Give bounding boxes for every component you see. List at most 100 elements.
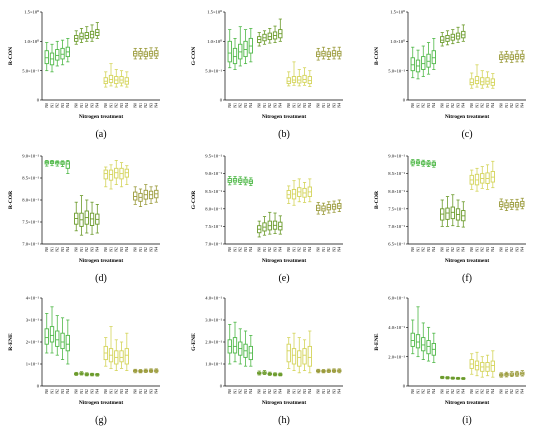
box-iqr — [286, 77, 291, 85]
box-n4 — [431, 160, 436, 168]
x-tick-label: N1 — [505, 103, 509, 108]
x-tick-label: N2 — [451, 103, 455, 108]
box-n1 — [138, 188, 143, 208]
x-tick-label: N2 — [298, 389, 302, 394]
box-n0 — [499, 51, 504, 63]
box-n1 — [474, 351, 480, 377]
x-tick-label: N0 — [45, 103, 49, 108]
x-axis-label: Nitrogen treatment — [79, 400, 123, 406]
x-tick-label: N2 — [510, 389, 514, 394]
box-n4 — [490, 350, 495, 378]
box-n1 — [445, 196, 450, 227]
x-tick-label: N3 — [244, 103, 248, 108]
x-tick-label: N4 — [338, 247, 342, 252]
box-n0 — [316, 202, 321, 215]
x-tick-label: N2 — [239, 389, 243, 394]
box-n2 — [84, 26, 89, 42]
box-n1 — [321, 369, 326, 374]
panel-e: 7.0×10⁻¹ 7.5×10⁻¹ 8.0×10⁻¹ 8.5×10⁻¹ 9.0×10⁻¹… — [191, 154, 343, 284]
x-tick-label: N3 — [273, 389, 277, 394]
y-tick-label: 2.0×10⁻¹ — [388, 354, 405, 359]
box-iqr — [79, 32, 84, 40]
y-tick-label: 1.5×10⁰ — [390, 10, 405, 15]
x-tick-label: N0 — [134, 389, 138, 394]
box-n3 — [485, 354, 490, 377]
x-tick-label: N2 — [327, 247, 331, 252]
box-n4 — [95, 22, 100, 39]
y-tick-label: 9.0×10⁻¹ — [22, 154, 39, 159]
x-tick-label: N2 — [144, 103, 148, 108]
x-tick-label: N3 — [273, 247, 277, 252]
box-n1 — [262, 30, 267, 45]
x-tick-label: N1 — [475, 103, 479, 108]
y-tick-label: 0 — [403, 384, 406, 389]
box-n4 — [490, 160, 495, 189]
x-tick-label: N1 — [109, 389, 113, 394]
x-tick-label: N0 — [75, 389, 79, 394]
x-tick-label: N1 — [263, 389, 267, 394]
box-n3 — [302, 67, 307, 86]
box-n2 — [267, 28, 272, 44]
panel-d: 7.0×10⁻¹ 7.5×10⁻¹ 8.0×10⁻¹ 8.5×10⁻¹ 9.0×10⁻¹… — [8, 154, 160, 284]
x-tick-label: N4 — [66, 389, 70, 394]
box-n1 — [291, 332, 297, 372]
x-tick-label: N4 — [462, 103, 466, 108]
box-iqr — [415, 334, 421, 349]
x-tick-label: N0 — [500, 247, 504, 252]
box-n1 — [474, 167, 480, 192]
x-tick-label: N1 — [80, 247, 84, 252]
box-n0 — [103, 166, 108, 188]
box-n4 — [278, 215, 283, 235]
x-tick-label: N1 — [50, 389, 54, 394]
x-tick-label: N0 — [228, 247, 232, 252]
x-tick-label: N1 — [109, 103, 113, 108]
box-n2 — [326, 368, 331, 373]
x-tick-label: N2 — [298, 247, 302, 252]
box-n2 — [267, 211, 272, 235]
box-n1 — [291, 180, 297, 206]
box-n0 — [286, 185, 291, 204]
x-tick-label: N0 — [75, 103, 79, 108]
box-n2 — [509, 199, 514, 210]
x-tick-label: N4 — [96, 389, 100, 394]
box-n1 — [415, 159, 421, 166]
box-n0 — [499, 198, 504, 210]
x-tick-label: N3 — [303, 103, 307, 108]
box-n1 — [138, 47, 143, 60]
y-tick-label: 3.0×10⁻¹ — [205, 318, 222, 323]
x-axis-label: Nitrogen treatment — [445, 400, 489, 406]
panel-f: 6.5×10⁻¹ 7.0×10⁻¹ 7.5×10⁻¹ 8.0×10⁻¹ 8.5×10⁻¹… — [374, 154, 526, 284]
y-tick-label: 1.5×10⁰ — [24, 10, 39, 15]
x-tick-label: N3 — [486, 389, 490, 394]
x-axis-label: Nitrogen treatment — [262, 400, 306, 406]
box-n3 — [89, 372, 95, 377]
box-iqr — [410, 332, 415, 347]
box-n1 — [415, 306, 421, 358]
box-n4 — [431, 38, 436, 70]
x-tick-label: N4 — [308, 247, 312, 252]
box-n4 — [307, 330, 312, 374]
box-iqr — [232, 47, 238, 65]
box-iqr — [307, 345, 312, 367]
box-n4 — [95, 373, 100, 377]
box-n0 — [410, 46, 415, 79]
x-tick-label: N2 — [85, 247, 89, 252]
x-tick-label: N1 — [139, 389, 143, 394]
y-tick-label: 0 — [403, 98, 406, 103]
x-tick-label: N3 — [486, 103, 490, 108]
x-tick-label: N3 — [515, 103, 519, 108]
box-n2 — [509, 51, 514, 63]
x-tick-label: N1 — [475, 247, 479, 252]
x-tick-label: N0 — [317, 389, 321, 394]
x-tick-label: N2 — [85, 389, 89, 394]
y-tick-label: 1.5×10⁰ — [207, 10, 222, 15]
box-n1 — [79, 195, 84, 236]
x-tick-label: N2 — [56, 389, 60, 394]
y-tick-label: 8.5×10⁻¹ — [388, 171, 405, 176]
x-tick-label: N2 — [115, 389, 119, 394]
box-n2 — [421, 45, 426, 77]
y-tick-label: 0 — [37, 384, 40, 389]
box-n3 — [302, 339, 307, 372]
x-tick-label: N2 — [422, 103, 426, 108]
